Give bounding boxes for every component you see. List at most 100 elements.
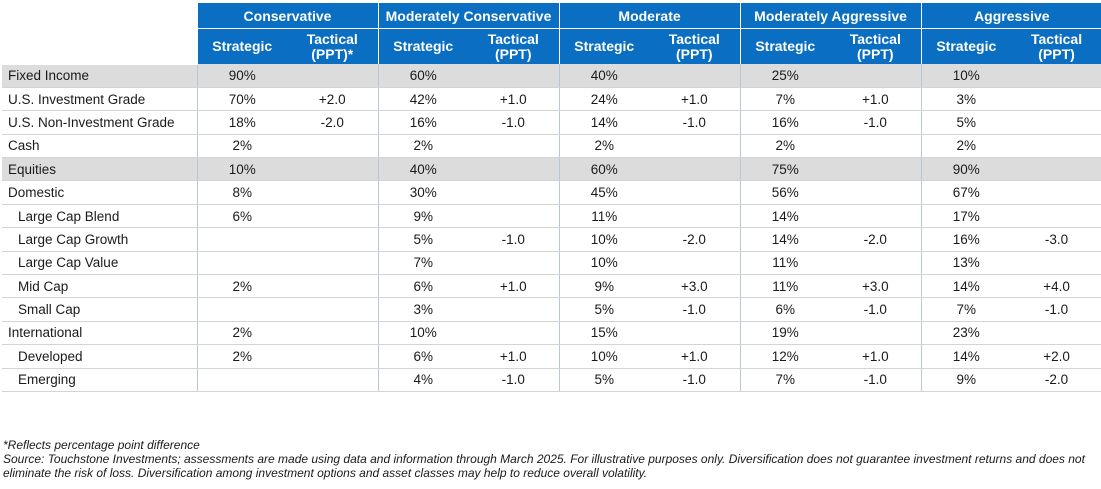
strategic-cell: 30% — [377, 180, 468, 205]
tactical-cell — [468, 297, 560, 322]
strategic-cell: 9% — [377, 204, 468, 229]
strategic-cell: 5% — [558, 297, 650, 322]
strategic-cell: 14% — [739, 227, 831, 252]
table-row: Cash 2% 2% 2% 2% 2% — [2, 134, 1101, 159]
strategic-cell: 56% — [739, 180, 831, 205]
strategic-cell: 11% — [558, 204, 650, 229]
tactical-cell: -1.0 — [649, 297, 741, 322]
tactical-cell: -2.0 — [1011, 368, 1101, 392]
tactical-cell — [287, 251, 378, 276]
tactical-cell: +1.0 — [468, 344, 560, 369]
tactical-cell — [468, 251, 560, 276]
tactical-cell: +2.0 — [287, 87, 378, 112]
tactical-cell: -1.0 — [830, 110, 922, 135]
strategic-cell: 9% — [920, 368, 1012, 392]
strategic-cell: 60% — [377, 64, 468, 88]
tactical-cell: +1.0 — [649, 87, 741, 112]
strategic-cell: 6% — [377, 274, 468, 299]
strategic-cell: 17% — [920, 204, 1012, 229]
strategic-cell: 10% — [558, 344, 650, 369]
tactical-cell — [468, 321, 560, 346]
strategic-cell: 16% — [920, 227, 1012, 252]
tactical-cell: -2.0 — [649, 227, 741, 252]
tactical-cell — [1011, 321, 1101, 346]
tactical-cell — [830, 251, 922, 276]
strategic-cell: 16% — [739, 110, 831, 135]
strategic-cell: 75% — [739, 157, 831, 182]
strategic-cell — [196, 251, 287, 276]
tactical-cell — [649, 64, 741, 88]
strategic-cell: 7% — [920, 297, 1012, 322]
table-row: Mid Cap 2% 6% +1.0 9% +3.0 11% +3.0 14% +4.0 — [2, 274, 1101, 299]
row-label: Mid Cap — [2, 274, 197, 299]
tactical-cell — [287, 157, 378, 182]
tactical-cell — [830, 157, 922, 182]
strategic-cell — [196, 297, 287, 322]
tactical-cell — [649, 204, 741, 229]
row-label: Developed — [2, 344, 197, 369]
profile-header: Moderately Conservative — [377, 3, 560, 29]
strategic-cell: 13% — [920, 251, 1012, 276]
tactical-cell: +4.0 — [1011, 274, 1101, 299]
row-label: Small Cap — [2, 297, 197, 322]
strategic-cell: 14% — [558, 110, 650, 135]
table-row: Small Cap 3% 5% -1.0 6% -1.0 7% -1.0 — [2, 297, 1101, 322]
tactical-cell — [287, 297, 378, 322]
tactical-cell: +1.0 — [468, 87, 560, 112]
tactical-cell: -1.0 — [649, 368, 741, 392]
strategic-cell — [196, 227, 287, 252]
strategic-cell: 12% — [739, 344, 831, 369]
tactical-cell: +3.0 — [649, 274, 741, 299]
strategic-cell: 5% — [558, 368, 650, 392]
table-body: Fixed Income 90% 60% 40% 25% 10% U.S. Investme… — [2, 64, 1101, 392]
strategic-cell: 6% — [739, 297, 831, 322]
strategic-cell: 6% — [196, 204, 287, 229]
strategic-cell: 2% — [196, 134, 287, 159]
table-row: U.S. Investment Grade 70% +2.0 42% +1.0 24% +1… — [2, 87, 1101, 112]
strategic-cell: 45% — [558, 180, 650, 205]
strategic-cell: 5% — [920, 110, 1012, 135]
tactical-cell: +2.0 — [1011, 344, 1101, 369]
row-label: U.S. Non-Investment Grade — [2, 110, 197, 135]
category-row: Equities 10% 40% 60% 75% 90% — [2, 157, 1101, 182]
strategic-cell: 90% — [196, 64, 287, 88]
strategic-header: Strategic — [558, 28, 650, 64]
category-row: Fixed Income 90% 60% 40% 25% 10% — [2, 64, 1101, 88]
strategic-cell: 3% — [377, 297, 468, 322]
tactical-cell — [287, 64, 378, 88]
row-label: International — [2, 321, 197, 346]
row-label: Large Cap Blend — [2, 204, 197, 229]
tactical-header: Tactical (PPT) — [1011, 28, 1101, 64]
tactical-cell: -1.0 — [468, 110, 560, 135]
table-row: Large Cap Value 7% 10% 11% 13% — [2, 251, 1101, 276]
strategic-cell: 40% — [377, 157, 468, 182]
strategic-cell: 10% — [196, 157, 287, 182]
strategic-header: Strategic — [920, 28, 1012, 64]
strategic-cell: 10% — [377, 321, 468, 346]
row-label: U.S. Investment Grade — [2, 87, 197, 112]
source-note: Source: Touchstone Investments; assessme… — [3, 452, 1085, 480]
strategic-cell: 7% — [377, 251, 468, 276]
strategic-cell: 16% — [377, 110, 468, 135]
ppt-footnote: *Reflects percentage point difference — [3, 438, 200, 452]
profile-header: Moderately Aggressive — [739, 3, 922, 29]
strategic-cell: 2% — [920, 134, 1012, 159]
tactical-cell — [1011, 157, 1101, 182]
profile-header: Moderate — [558, 3, 741, 29]
strategic-cell: 2% — [739, 134, 831, 159]
tactical-cell: -2.0 — [830, 227, 922, 252]
strategic-cell: 15% — [558, 321, 650, 346]
tactical-cell — [1011, 251, 1101, 276]
tactical-header: Tactical (PPT) — [830, 28, 922, 64]
strategic-cell: 11% — [739, 274, 831, 299]
tactical-cell: -1.0 — [830, 297, 922, 322]
tactical-cell — [468, 180, 560, 205]
table-row: Emerging 4% -1.0 5% -1.0 7% -1.0 9% -2.0 — [2, 368, 1101, 392]
tactical-cell — [1011, 180, 1101, 205]
strategic-cell: 2% — [196, 321, 287, 346]
tactical-cell: -1.0 — [468, 227, 560, 252]
strategic-cell: 5% — [377, 227, 468, 252]
profile-header: Aggressive — [920, 3, 1101, 29]
row-label: Cash — [2, 134, 197, 159]
tactical-header: Tactical (PPT) — [649, 28, 741, 64]
